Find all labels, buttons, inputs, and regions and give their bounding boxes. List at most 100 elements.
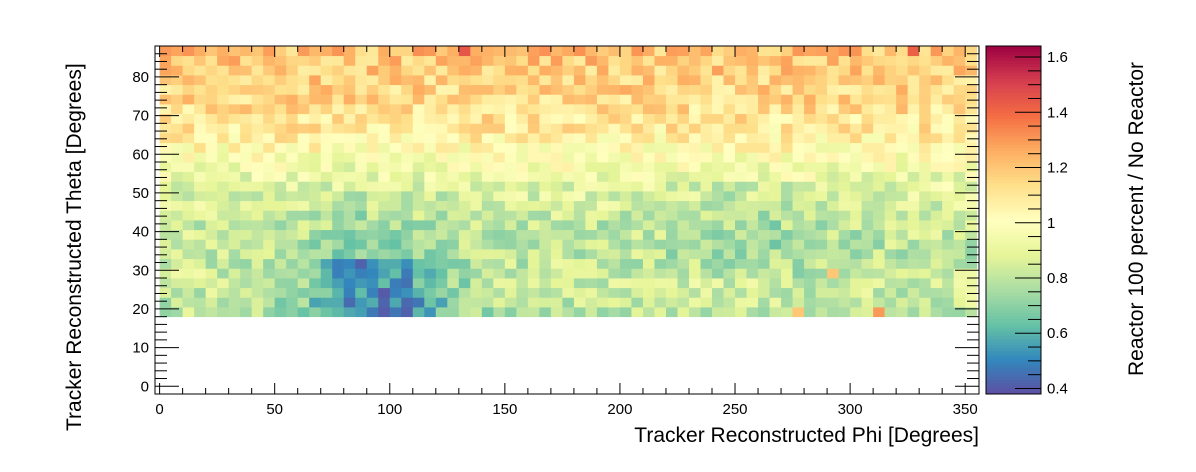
heatmap-cell <box>550 162 563 173</box>
heatmap-cell <box>792 297 805 308</box>
colorbar-segment <box>986 193 1041 198</box>
heatmap-cell <box>792 65 805 76</box>
heatmap-cell <box>504 181 517 192</box>
heatmap-cell <box>804 133 816 144</box>
heatmap-cell <box>378 278 391 289</box>
heatmap-cell <box>205 162 218 173</box>
heatmap-cell <box>907 268 920 279</box>
heatmap-cell <box>539 142 552 153</box>
heatmap-cell <box>677 142 690 153</box>
heatmap-cell <box>527 46 540 57</box>
heatmap-cell <box>896 94 909 105</box>
heatmap-cell <box>688 268 701 279</box>
heatmap-cell <box>458 171 471 182</box>
heatmap-cell <box>205 133 218 144</box>
heatmap-cell <box>746 55 759 66</box>
heatmap-cell <box>896 46 909 57</box>
heatmap-cell <box>401 46 414 57</box>
heatmap-cell <box>642 152 655 163</box>
heatmap-cell <box>665 171 678 182</box>
heatmap-cell <box>320 297 333 308</box>
heatmap-cell <box>182 200 195 211</box>
heatmap-cell <box>412 220 425 231</box>
heatmap-cell <box>205 142 218 153</box>
heatmap-cell <box>608 123 621 134</box>
heatmap-cell <box>539 46 552 57</box>
heatmap-cell <box>504 210 517 221</box>
heatmap-cell <box>159 46 172 57</box>
heatmap-cell <box>447 84 460 95</box>
heatmap-cell <box>654 297 667 308</box>
heatmap-cell <box>850 162 863 173</box>
heatmap-cell <box>217 142 230 153</box>
heatmap-cell <box>619 287 632 298</box>
heatmap-cell <box>240 220 253 231</box>
heatmap-cell <box>688 65 701 76</box>
heatmap-cell <box>919 123 932 134</box>
heatmap-cell <box>631 94 644 105</box>
heatmap-cell <box>608 55 621 66</box>
heatmap-cell <box>263 297 276 308</box>
heatmap-cell <box>953 75 966 86</box>
heatmap-cell <box>873 268 886 279</box>
heatmap-cell <box>758 229 770 240</box>
heatmap-cell <box>642 123 655 134</box>
heatmap-cell <box>723 239 736 250</box>
heatmap-cell <box>585 268 598 279</box>
heatmap-cell <box>688 142 701 153</box>
heatmap-cell <box>838 210 851 221</box>
colorbar-segment <box>986 341 1041 346</box>
heatmap-cell <box>573 191 586 202</box>
heatmap-cell <box>804 113 816 124</box>
heatmap-cell <box>850 258 863 269</box>
heatmap-cell <box>654 152 667 163</box>
heatmap-cell <box>355 133 368 144</box>
heatmap-cell <box>378 297 391 308</box>
x-tick-label: 350 <box>953 401 978 418</box>
heatmap-cell <box>953 191 966 202</box>
heatmap-cell <box>493 287 506 298</box>
heatmap-cell <box>965 123 978 134</box>
heatmap-cell <box>585 307 598 318</box>
heatmap-cell <box>953 162 966 173</box>
heatmap-cell <box>758 287 770 298</box>
heatmap-cell <box>619 220 632 231</box>
heatmap-cell <box>712 287 724 298</box>
heatmap-cell <box>608 278 621 289</box>
heatmap-cell <box>205 191 218 202</box>
heatmap-cell <box>654 210 667 221</box>
heatmap-cell <box>366 113 379 124</box>
heatmap-cell <box>608 75 621 86</box>
heatmap-cell <box>919 162 932 173</box>
heatmap-cell <box>550 191 563 202</box>
heatmap-cell <box>378 142 391 153</box>
heatmap-cell <box>769 249 782 260</box>
heatmap-cell <box>447 162 460 173</box>
heatmap-cell <box>366 94 379 105</box>
heatmap-cell <box>619 249 632 260</box>
heatmap-cell <box>585 210 598 221</box>
heatmap-cell <box>827 268 839 279</box>
heatmap-cell <box>286 229 299 240</box>
heatmap-cell <box>688 287 701 298</box>
heatmap-cell <box>240 162 253 173</box>
heatmap-cell <box>919 258 932 269</box>
heatmap-cell <box>251 239 264 250</box>
heatmap-cell <box>389 142 402 153</box>
heatmap-cell <box>401 152 414 163</box>
heatmap-cell <box>723 84 736 95</box>
heatmap-cell <box>758 133 770 144</box>
heatmap-cell <box>688 162 701 173</box>
heatmap-cell <box>159 200 172 211</box>
heatmap-cell <box>297 307 310 318</box>
heatmap-cell <box>355 297 368 308</box>
heatmap-cell <box>769 84 782 95</box>
colorbar-segment <box>986 385 1041 389</box>
heatmap-cell <box>758 104 770 115</box>
heatmap-cell <box>286 65 299 76</box>
heatmap-cell <box>378 191 391 202</box>
heatmap-cell <box>758 142 770 153</box>
heatmap-cell <box>159 142 172 153</box>
heatmap-cell <box>424 162 437 173</box>
colorbar: 0.40.60.811.21.41.6 <box>985 45 1068 397</box>
